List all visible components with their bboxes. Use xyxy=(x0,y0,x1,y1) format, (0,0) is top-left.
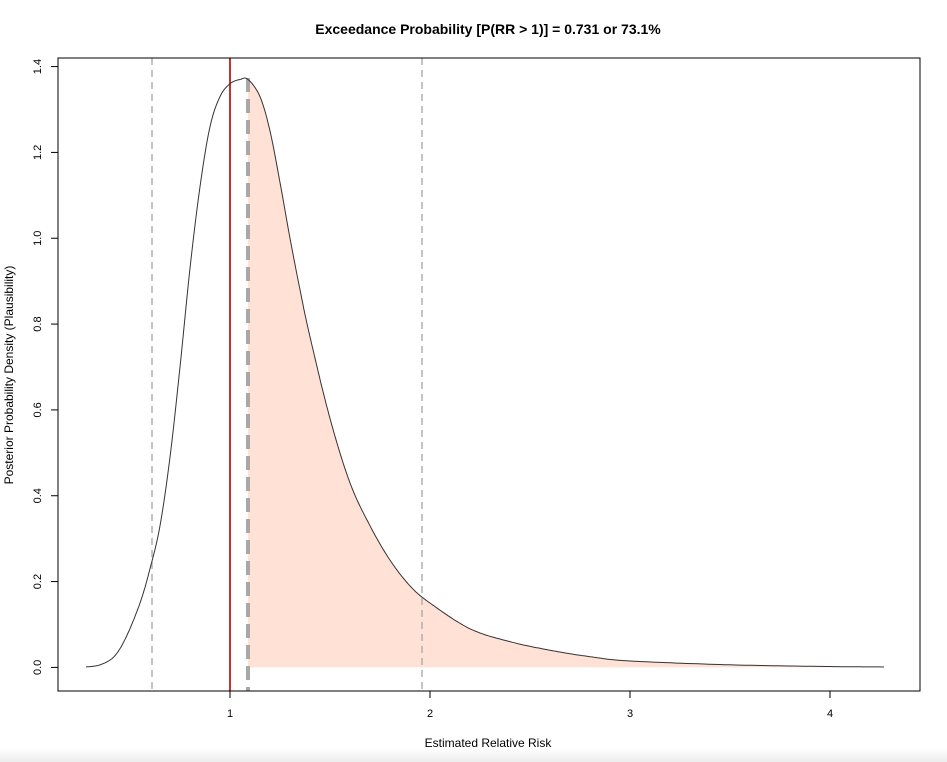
y-tick-label: 0.8 xyxy=(32,316,44,331)
y-tick-label: 1.0 xyxy=(32,231,44,246)
x-tick-label: 4 xyxy=(827,708,833,720)
y-tick-label: 0.2 xyxy=(32,574,44,589)
y-tick-label: 1.4 xyxy=(32,59,44,74)
x-tick-label: 3 xyxy=(627,708,633,720)
x-axis-label: Estimated Relative Risk xyxy=(425,736,553,750)
plot-layer xyxy=(85,58,884,691)
y-tick-label: 0.0 xyxy=(32,660,44,675)
plot-frame xyxy=(57,57,921,692)
density-curve xyxy=(85,77,884,668)
bottom-fade xyxy=(0,748,947,762)
x-tick-label: 1 xyxy=(227,708,233,720)
y-tick-label: 1.2 xyxy=(32,145,44,160)
x-tick-label: 2 xyxy=(427,708,433,720)
y-axis-label: Posterior Probability Density (Plausibil… xyxy=(2,266,16,485)
axes-layer: 1 2 3 4 0.0 0.2 0.4 0.6 0.8 1.0 1.2 1.4 xyxy=(32,59,833,720)
exceedance-shaded-area xyxy=(248,79,884,668)
y-tick-label: 0.4 xyxy=(32,488,44,503)
chart-title: Exceedance Probability [P(RR > 1)] = 0.7… xyxy=(315,21,661,37)
y-tick-label: 0.6 xyxy=(32,402,44,417)
